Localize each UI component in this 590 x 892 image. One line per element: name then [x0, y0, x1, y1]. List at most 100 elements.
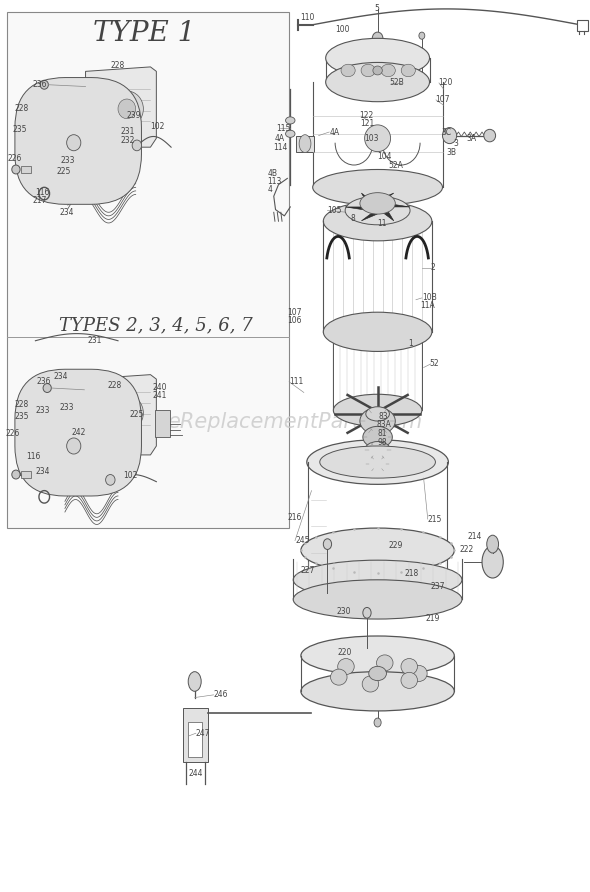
Ellipse shape — [301, 636, 454, 675]
Text: 242: 242 — [72, 428, 86, 437]
Text: 3C: 3C — [441, 128, 451, 136]
Ellipse shape — [482, 546, 503, 578]
Text: 3A: 3A — [466, 134, 476, 143]
Ellipse shape — [360, 408, 395, 434]
Bar — [577, 20, 588, 31]
Text: 3: 3 — [454, 139, 458, 148]
Text: 217: 217 — [32, 196, 47, 205]
Text: 111: 111 — [289, 377, 303, 386]
FancyBboxPatch shape — [15, 78, 142, 204]
Ellipse shape — [373, 66, 382, 75]
Text: 218: 218 — [404, 569, 418, 578]
Polygon shape — [86, 67, 156, 147]
Text: 5: 5 — [375, 4, 379, 12]
FancyBboxPatch shape — [15, 369, 142, 496]
Text: 121: 121 — [360, 120, 374, 128]
Ellipse shape — [366, 456, 389, 472]
Text: 228: 228 — [111, 61, 125, 70]
Ellipse shape — [43, 384, 51, 392]
Ellipse shape — [293, 560, 462, 599]
Ellipse shape — [67, 135, 81, 151]
Text: 235: 235 — [13, 125, 28, 134]
Text: 233: 233 — [35, 406, 50, 415]
Text: 122: 122 — [359, 112, 373, 120]
Text: 105: 105 — [327, 206, 342, 215]
Bar — [188, 722, 202, 757]
Text: 227: 227 — [301, 566, 315, 575]
Ellipse shape — [12, 470, 20, 479]
Ellipse shape — [401, 658, 418, 674]
Text: 244: 244 — [189, 769, 204, 778]
Text: 103: 103 — [365, 134, 379, 143]
Text: 215: 215 — [428, 515, 442, 524]
Ellipse shape — [12, 165, 20, 174]
Ellipse shape — [381, 64, 395, 77]
Text: 52B: 52B — [389, 78, 404, 87]
Text: 10B: 10B — [422, 293, 437, 302]
Ellipse shape — [365, 442, 391, 459]
Bar — [183, 708, 208, 762]
Text: 1: 1 — [408, 339, 413, 348]
Ellipse shape — [301, 528, 454, 573]
Text: 220: 220 — [337, 648, 352, 657]
Polygon shape — [388, 203, 410, 207]
Text: 83A: 83A — [376, 420, 391, 429]
Polygon shape — [378, 193, 394, 201]
Ellipse shape — [293, 580, 462, 619]
Polygon shape — [345, 207, 367, 211]
Text: 115: 115 — [276, 124, 290, 133]
Text: 229: 229 — [388, 541, 402, 549]
Text: 236: 236 — [37, 377, 51, 386]
Ellipse shape — [326, 62, 430, 102]
Ellipse shape — [361, 64, 375, 77]
Text: 52A: 52A — [388, 161, 403, 169]
Text: 234: 234 — [59, 208, 74, 217]
Ellipse shape — [286, 117, 295, 124]
Ellipse shape — [323, 539, 332, 549]
Text: 216: 216 — [288, 513, 302, 522]
Text: 98: 98 — [378, 438, 387, 447]
Polygon shape — [361, 193, 372, 203]
Text: 214: 214 — [468, 533, 482, 541]
Ellipse shape — [333, 394, 422, 426]
Ellipse shape — [323, 202, 432, 241]
Text: 234: 234 — [35, 467, 50, 476]
Polygon shape — [84, 375, 156, 455]
Ellipse shape — [487, 535, 499, 553]
Text: 3B: 3B — [447, 148, 457, 157]
Text: 237: 237 — [431, 582, 445, 591]
Text: 234: 234 — [53, 372, 68, 381]
Text: 235: 235 — [15, 412, 30, 421]
Ellipse shape — [326, 38, 430, 78]
Text: 106: 106 — [287, 316, 302, 325]
Ellipse shape — [320, 446, 435, 478]
Bar — [155, 410, 170, 437]
Text: 120: 120 — [438, 78, 452, 87]
Text: 113: 113 — [267, 177, 281, 186]
Ellipse shape — [372, 32, 383, 45]
Text: 100: 100 — [335, 25, 350, 34]
Text: 2: 2 — [431, 263, 435, 272]
Text: 226: 226 — [7, 154, 21, 163]
Ellipse shape — [286, 130, 295, 137]
Text: 4: 4 — [267, 186, 272, 194]
Text: 107: 107 — [287, 308, 302, 317]
Ellipse shape — [106, 475, 115, 485]
Text: 107: 107 — [435, 95, 450, 104]
Text: 4A: 4A — [275, 134, 285, 143]
Ellipse shape — [363, 426, 392, 448]
Ellipse shape — [188, 672, 201, 691]
Text: eReplacementParts.com: eReplacementParts.com — [168, 412, 422, 432]
Text: 228: 228 — [15, 104, 29, 113]
Bar — [296, 136, 314, 152]
Ellipse shape — [369, 666, 386, 681]
Ellipse shape — [301, 672, 454, 711]
FancyBboxPatch shape — [7, 12, 289, 528]
Text: TYPES 2, 3, 4, 5, 6, 7: TYPES 2, 3, 4, 5, 6, 7 — [59, 317, 253, 334]
Ellipse shape — [376, 655, 393, 671]
Polygon shape — [361, 213, 378, 221]
Ellipse shape — [401, 64, 415, 77]
Ellipse shape — [313, 169, 442, 205]
Ellipse shape — [419, 32, 425, 39]
Text: 225: 225 — [56, 167, 70, 176]
